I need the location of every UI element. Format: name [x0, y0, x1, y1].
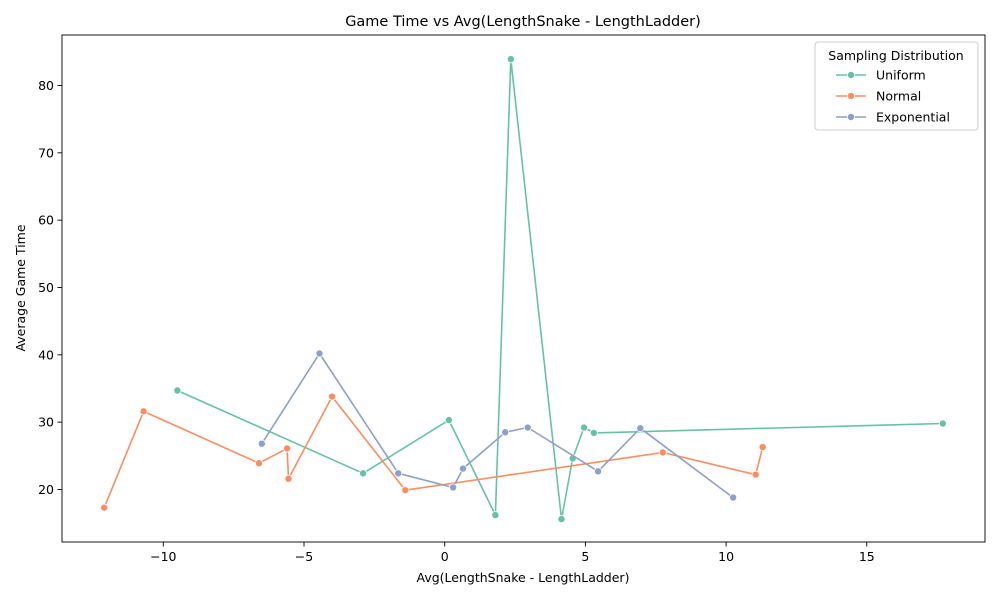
data-point-normal [401, 486, 410, 495]
chart-title: Game Time vs Avg(LengthSnake - LengthLad… [345, 14, 701, 30]
data-point-uniform [938, 419, 947, 428]
data-point-uniform [444, 416, 453, 425]
legend-marker-exponential [847, 113, 856, 122]
data-point-uniform [580, 423, 589, 432]
data-point-normal [284, 474, 293, 483]
data-point-normal [658, 448, 667, 457]
data-point-normal [254, 459, 263, 468]
data-point-normal [100, 503, 109, 512]
data-point-normal [758, 443, 767, 452]
legend-label-normal: Normal [876, 89, 921, 104]
data-point-exponential [394, 469, 403, 478]
data-point-uniform [506, 55, 515, 64]
series-layer [100, 55, 947, 524]
legend-item-exponential: Exponential [836, 110, 950, 125]
legend-label-exponential: Exponential [876, 110, 950, 125]
legend-title: Sampling Distribution [828, 48, 963, 63]
series-line-exponential [261, 352, 734, 499]
data-point-uniform [557, 515, 566, 524]
data-point-normal [751, 470, 760, 479]
series-line-normal [103, 395, 764, 509]
y-tick-label: 40 [38, 347, 54, 362]
data-point-normal [139, 407, 148, 416]
data-point-exponential [458, 464, 467, 473]
data-point-exponential [501, 428, 510, 437]
data-point-uniform [491, 511, 500, 520]
y-tick-label: 50 [38, 280, 54, 295]
y-tick-label: 70 [38, 145, 54, 160]
data-point-exponential [315, 349, 324, 358]
data-point-uniform [173, 386, 182, 395]
y-tick-label: 60 [38, 213, 54, 228]
data-point-exponential [257, 439, 266, 448]
data-point-uniform [589, 428, 598, 437]
data-point-normal [283, 444, 292, 453]
legend-marker-uniform [847, 71, 856, 80]
x-axis-ticks: −10 −5 0 5 10 15 [150, 542, 875, 564]
legend-label-uniform: Uniform [876, 68, 926, 83]
y-tick-label: 80 [38, 78, 54, 93]
legend: Sampling Distribution Uniform Normal Expon… [814, 41, 979, 131]
legend-item-normal: Normal [836, 89, 921, 104]
x-tick-label: −5 [295, 549, 313, 564]
data-point-exponential [729, 493, 738, 502]
data-point-exponential [523, 423, 532, 432]
x-axis-label: Avg(LengthSnake - LengthLadder) [417, 570, 630, 585]
legend-item-uniform: Uniform [836, 68, 926, 83]
x-tick-label: 10 [718, 549, 734, 564]
data-point-exponential [449, 483, 458, 492]
legend-frame [814, 41, 979, 131]
x-tick-label: −10 [150, 549, 176, 564]
x-tick-label: 5 [581, 549, 589, 564]
data-point-exponential [636, 424, 645, 433]
legend-marker-normal [847, 92, 856, 101]
x-tick-label: 0 [441, 549, 449, 564]
y-tick-label: 30 [38, 415, 54, 430]
data-point-uniform [359, 469, 368, 478]
y-tick-label: 20 [38, 482, 54, 497]
data-point-exponential [594, 467, 603, 476]
series-line-uniform [177, 58, 943, 520]
legend-entries: Uniform Normal Exponential [836, 68, 950, 125]
x-tick-label: 15 [859, 549, 875, 564]
data-point-normal [328, 392, 337, 401]
y-axis-ticks: 20 30 40 50 60 70 80 [38, 78, 62, 497]
y-axis-label: Average Game Time [13, 224, 28, 351]
